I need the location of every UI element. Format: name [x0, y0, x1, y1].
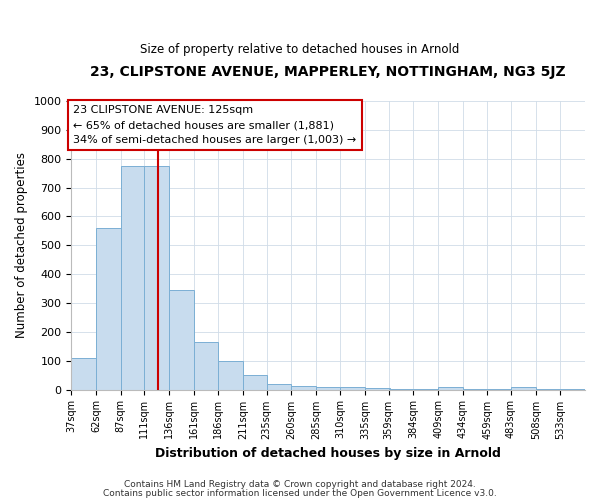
Text: Contains HM Land Registry data © Crown copyright and database right 2024.: Contains HM Land Registry data © Crown c…	[124, 480, 476, 489]
Bar	[389, 388, 413, 390]
Text: Size of property relative to detached houses in Arnold: Size of property relative to detached ho…	[140, 42, 460, 56]
Bar	[463, 388, 487, 390]
Bar	[536, 389, 560, 390]
Bar	[194, 342, 218, 390]
Bar	[243, 374, 268, 390]
Bar	[121, 166, 145, 390]
Bar	[218, 360, 243, 390]
X-axis label: Distribution of detached houses by size in Arnold: Distribution of detached houses by size …	[155, 447, 501, 460]
Bar	[144, 166, 169, 390]
Bar	[487, 388, 512, 390]
Bar	[413, 389, 438, 390]
Bar	[340, 388, 365, 390]
Bar	[96, 228, 121, 390]
Bar	[560, 389, 585, 390]
Bar	[291, 386, 316, 390]
Bar	[438, 388, 463, 390]
Bar	[169, 290, 194, 390]
Bar	[316, 386, 340, 390]
Bar	[365, 388, 390, 390]
Title: 23, CLIPSTONE AVENUE, MAPPERLEY, NOTTINGHAM, NG3 5JZ: 23, CLIPSTONE AVENUE, MAPPERLEY, NOTTING…	[91, 65, 566, 79]
Y-axis label: Number of detached properties: Number of detached properties	[15, 152, 28, 338]
Text: Contains public sector information licensed under the Open Government Licence v3: Contains public sector information licen…	[103, 489, 497, 498]
Bar	[266, 384, 291, 390]
Bar	[511, 388, 536, 390]
Bar	[71, 358, 96, 390]
Text: 23 CLIPSTONE AVENUE: 125sqm
← 65% of detached houses are smaller (1,881)
34% of : 23 CLIPSTONE AVENUE: 125sqm ← 65% of det…	[73, 106, 356, 145]
